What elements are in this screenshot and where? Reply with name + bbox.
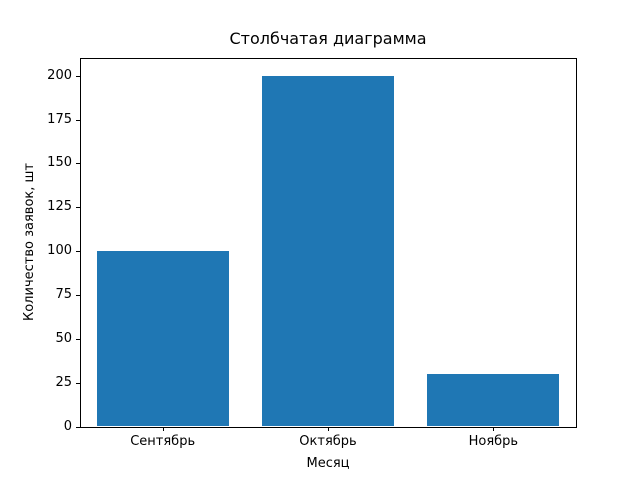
y-tick-label: 0	[63, 419, 72, 434]
y-tick-mark	[76, 251, 80, 253]
y-tick-label: 100	[47, 243, 72, 259]
x-tick-mark	[162, 427, 164, 431]
y-tick-label: 175	[47, 111, 72, 127]
y-tick-mark	[76, 427, 80, 428]
y-tick-label: 150	[47, 155, 72, 171]
bar	[261, 75, 395, 426]
chart-title: Столбчатая диаграмма	[229, 29, 427, 48]
y-tick-label: 25	[55, 375, 72, 391]
bar	[427, 374, 560, 426]
x-tick-label: Октябрь	[299, 434, 357, 449]
y-tick-label: 200	[47, 67, 72, 83]
y-tick-mark	[76, 75, 80, 77]
x-axis-label: Месяц	[306, 456, 350, 471]
y-tick-mark	[76, 119, 80, 121]
y-tick-mark	[76, 295, 80, 297]
y-tick-mark	[76, 339, 80, 341]
y-tick-mark	[76, 163, 80, 165]
y-axis-label: Количество заявок, шт	[22, 163, 37, 321]
bar	[96, 251, 229, 426]
x-tick-label: Ноябрь	[468, 434, 519, 449]
x-tick-mark	[493, 427, 495, 431]
y-tick-mark	[76, 207, 80, 209]
x-tick-label: Сентябрь	[130, 434, 196, 449]
y-tick-label: 75	[55, 287, 72, 303]
y-tick-label: 50	[55, 331, 72, 347]
y-tick-label: 125	[47, 199, 72, 215]
y-tick-mark	[76, 383, 80, 385]
x-tick-mark	[328, 427, 329, 431]
